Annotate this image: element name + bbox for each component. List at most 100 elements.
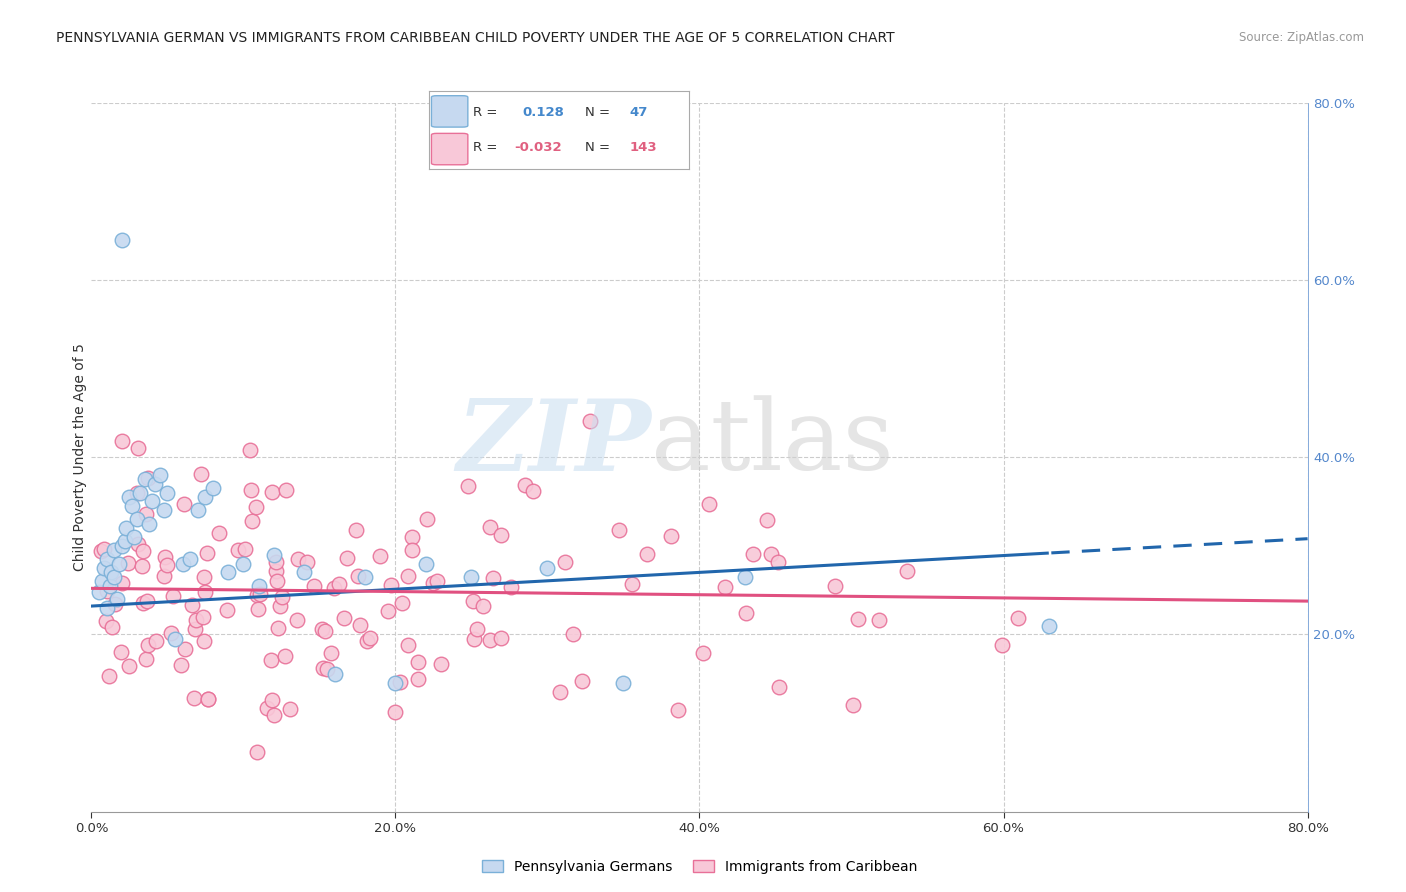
Point — [841, 698, 863, 712]
Point — [579, 414, 602, 428]
Point — [328, 577, 350, 591]
Point — [401, 543, 423, 558]
Point — [103, 543, 125, 558]
Point — [172, 557, 194, 571]
Point — [190, 467, 212, 481]
Text: ZIP: ZIP — [456, 395, 651, 491]
Point — [315, 662, 337, 676]
Point — [246, 602, 269, 616]
Point — [118, 658, 141, 673]
Point — [314, 624, 336, 638]
Point — [384, 705, 406, 719]
Point — [396, 569, 419, 583]
Point — [111, 233, 134, 247]
Point — [100, 566, 122, 580]
Point — [110, 645, 132, 659]
Point — [136, 638, 159, 652]
Point — [692, 646, 714, 660]
Point — [117, 556, 139, 570]
Point — [129, 485, 152, 500]
Point — [256, 700, 278, 714]
Point — [135, 507, 157, 521]
Point — [868, 613, 890, 627]
Point — [697, 498, 720, 512]
Point — [322, 582, 344, 596]
Point — [145, 634, 167, 648]
Point — [135, 652, 157, 666]
Point — [156, 485, 179, 500]
Point — [260, 693, 283, 707]
Point — [115, 521, 138, 535]
Point — [87, 585, 110, 599]
Point — [489, 528, 512, 542]
Text: 0.128: 0.128 — [523, 105, 564, 119]
Point — [131, 559, 153, 574]
Point — [96, 584, 118, 599]
Point — [232, 557, 254, 571]
Point — [846, 612, 869, 626]
Point — [416, 512, 439, 526]
Point — [561, 627, 583, 641]
Point — [153, 503, 176, 517]
Text: N =: N = — [585, 141, 610, 154]
Point — [197, 692, 219, 706]
Point — [321, 646, 343, 660]
Point — [235, 542, 257, 557]
Point — [766, 555, 789, 569]
Point — [734, 570, 756, 584]
Point — [311, 622, 333, 636]
Point — [134, 472, 156, 486]
Point — [479, 520, 502, 534]
Point — [295, 555, 318, 569]
Point — [274, 483, 297, 497]
Point — [93, 542, 115, 557]
Point — [422, 576, 444, 591]
Point — [1038, 618, 1060, 632]
Point — [368, 549, 391, 563]
Text: PENNSYLVANIA GERMAN VS IMMIGRANTS FROM CARIBBEAN CHILD POVERTY UNDER THE AGE OF : PENNSYLVANIA GERMAN VS IMMIGRANTS FROM C… — [56, 31, 894, 45]
Point — [111, 576, 134, 591]
Point — [118, 490, 141, 504]
Point — [94, 614, 117, 628]
Point — [323, 667, 346, 681]
Point — [359, 631, 381, 645]
Point — [285, 613, 308, 627]
Point — [105, 592, 128, 607]
Point — [896, 564, 918, 578]
Point — [463, 593, 485, 607]
Point — [91, 574, 114, 589]
Point — [155, 550, 177, 565]
Point — [471, 599, 494, 613]
Point — [415, 557, 437, 571]
Point — [264, 565, 287, 579]
Point — [93, 561, 115, 575]
Point — [755, 513, 778, 527]
Point — [396, 638, 419, 652]
Point — [132, 543, 155, 558]
Point — [226, 543, 249, 558]
Point — [263, 548, 285, 562]
Point — [607, 523, 630, 537]
Point — [247, 579, 270, 593]
Point — [96, 552, 118, 566]
Point — [349, 618, 371, 632]
Text: N =: N = — [585, 105, 610, 119]
Point — [103, 570, 125, 584]
Point — [149, 467, 172, 482]
Point — [269, 599, 291, 613]
Point — [183, 691, 205, 706]
Point — [217, 602, 239, 616]
Point — [100, 620, 122, 634]
Point — [391, 596, 413, 610]
Point — [430, 657, 453, 671]
Point — [114, 534, 136, 549]
Point — [312, 661, 335, 675]
Point — [187, 503, 209, 517]
Point — [389, 674, 412, 689]
Point — [536, 561, 558, 575]
Point — [344, 523, 367, 537]
Text: -0.032: -0.032 — [515, 141, 562, 154]
Point — [263, 707, 285, 722]
Point — [460, 570, 482, 584]
Point — [127, 441, 149, 455]
